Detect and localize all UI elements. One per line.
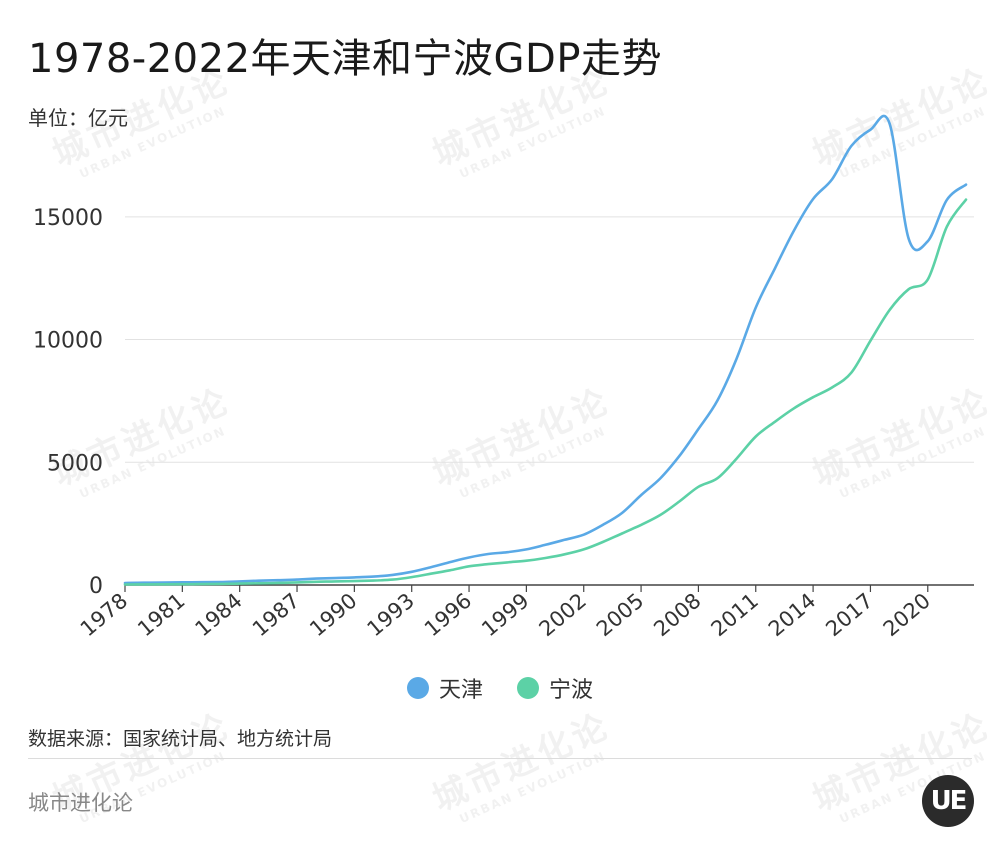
x-tick-label: 2008 xyxy=(649,588,705,641)
y-tick-label: 10000 xyxy=(33,329,103,354)
x-tick-label: 1996 xyxy=(420,588,476,641)
unit-label: 单位：亿元 xyxy=(28,106,128,130)
legend-label: 天津 xyxy=(438,678,483,703)
x-tick-label: 1984 xyxy=(191,588,247,641)
x-axis: 1978 1981 1984 1987 1990 1993 1996 1999 2002 2005… xyxy=(76,584,974,641)
legend-item-ningbo[interactable]: 宁波 xyxy=(517,672,593,704)
y-tick-label: 0 xyxy=(89,574,103,599)
x-tick-label: 1990 xyxy=(305,588,361,641)
legend-marker-icon xyxy=(406,677,429,699)
y-axis: 0 5000 10000 15000 xyxy=(33,206,103,599)
y-tick-label: 15000 xyxy=(33,206,103,231)
x-tick-label: 2002 xyxy=(535,588,591,641)
divider xyxy=(28,758,972,759)
legend-item-tianjin[interactable]: 天津 xyxy=(406,672,483,704)
x-tick-label: 1993 xyxy=(363,588,419,641)
y-tick-label: 5000 xyxy=(47,451,103,476)
line-chart: 0 5000 10000 15000 1978 1981 1984 1987 1990 1993… xyxy=(33,114,974,641)
series-line-tianjin xyxy=(123,114,968,585)
watermark: 城市进化论 URBAN EVOLUTION xyxy=(806,705,997,827)
brand-logo-icon: UE xyxy=(922,775,974,827)
data-source-note: 数据来源：国家统计局、地方统计局 xyxy=(28,728,333,750)
x-tick-label: 2020 xyxy=(879,588,935,641)
legend: 天津 宁波 xyxy=(0,672,1000,704)
legend-label: 宁波 xyxy=(549,678,594,703)
x-tick-label: 1981 xyxy=(133,588,189,641)
x-tick-label: 2017 xyxy=(821,588,877,641)
x-tick-label: 2014 xyxy=(764,588,820,641)
series-lines xyxy=(123,114,968,586)
x-tick-label: 1978 xyxy=(76,588,132,641)
x-tick-label: 1987 xyxy=(248,588,304,641)
x-tick-label: 2005 xyxy=(592,588,648,641)
gridlines xyxy=(125,216,974,463)
chart-title: 1978-2022年天津和宁波GDP走势 xyxy=(28,36,662,82)
brand-name: 城市进化论 xyxy=(28,791,133,815)
watermark: 城市进化论 URBAN EVOLUTION xyxy=(426,705,617,827)
x-tick-label: 2011 xyxy=(707,588,763,641)
series-line-ningbo xyxy=(123,198,968,586)
legend-marker-icon xyxy=(517,677,539,699)
x-tick-label: 1999 xyxy=(477,588,533,641)
